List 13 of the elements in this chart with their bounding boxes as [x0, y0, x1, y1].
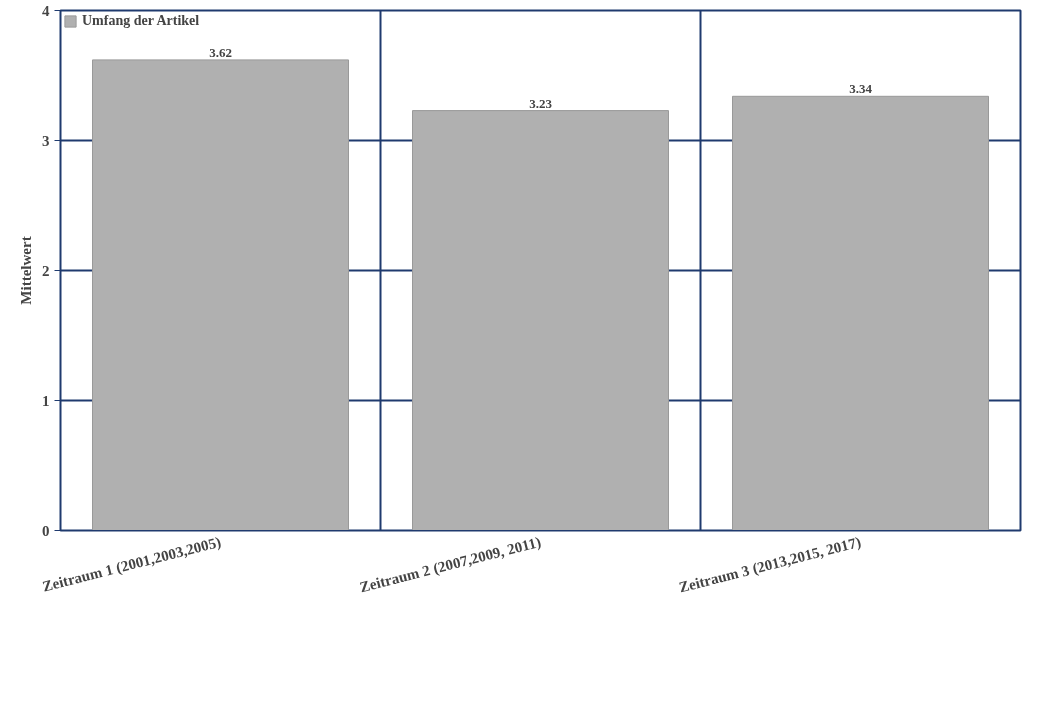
y-tick-label: 2 [42, 262, 50, 279]
y-tick-label: 4 [42, 2, 50, 19]
y-tick-label: 0 [42, 522, 50, 539]
bar [732, 95, 989, 531]
data-label: 3.62 [209, 44, 232, 60]
bar [92, 59, 349, 531]
legend-label: Umfang der Artikel [82, 13, 200, 29]
bar [412, 110, 669, 531]
y-tick-label: 1 [42, 392, 50, 409]
data-label: 3.23 [529, 95, 553, 111]
data-label: 3.34 [849, 81, 873, 97]
y-tick-label: 3 [42, 132, 50, 149]
y-axis-title: Mittelwert [18, 236, 34, 305]
